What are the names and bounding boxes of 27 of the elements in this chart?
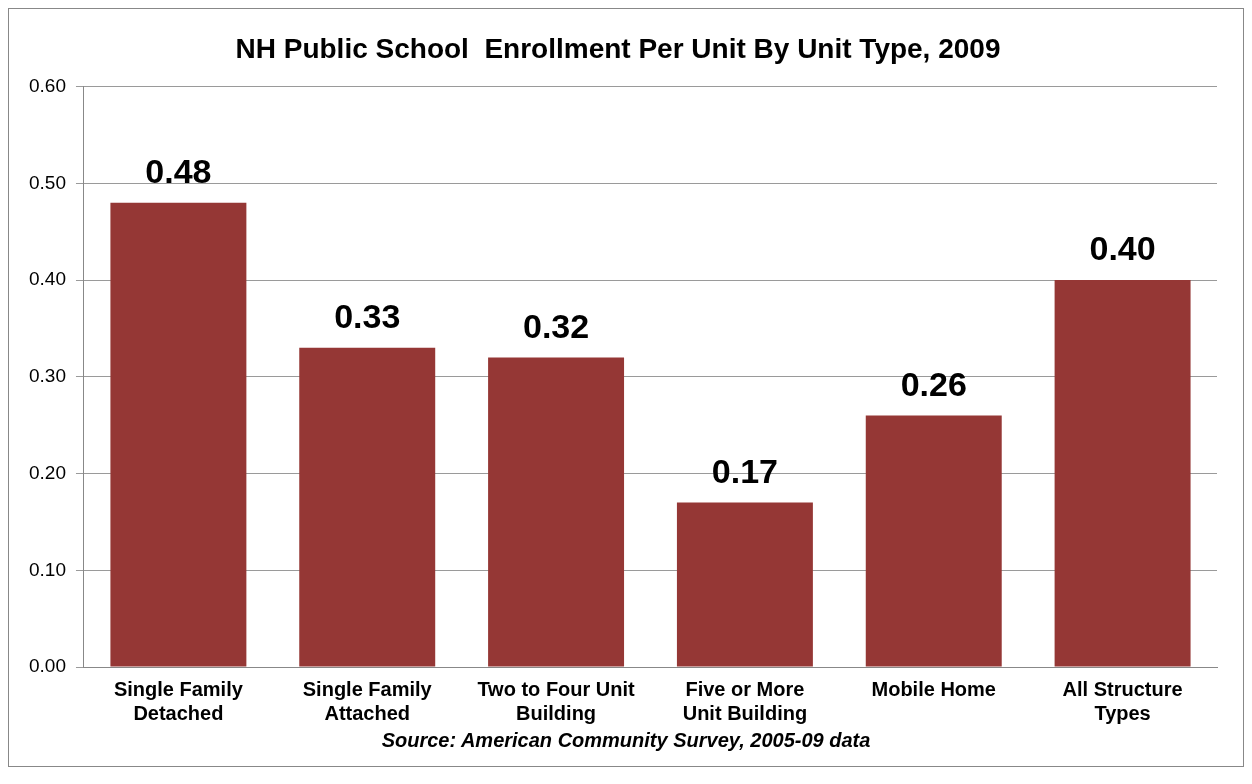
bar	[299, 347, 436, 667]
data-label: 0.17	[711, 451, 778, 490]
x-tick-label: Two to Four Unit Building	[477, 677, 636, 724]
data-label: 0.33	[334, 297, 401, 336]
x-tick-label: Five or More Unit Building	[682, 677, 808, 724]
data-label: 0.40	[1089, 229, 1156, 268]
y-tick-label: 0.10	[29, 558, 66, 580]
x-tick-label: Mobile Home	[871, 677, 996, 700]
y-tick-label: 0.30	[29, 365, 66, 387]
source-note: Source: American Community Survey, 2005-09 data	[380, 729, 872, 753]
bar	[865, 415, 1002, 667]
y-tick-label: 0.40	[29, 268, 66, 290]
x-tick-label: All Structure Types	[1062, 677, 1183, 724]
y-tick-label: 0.20	[29, 461, 66, 483]
chart-title: NH Public School Enrollment Per Unit By Unit Type, 2009	[235, 32, 1001, 64]
data-label: 0.48	[145, 152, 212, 191]
y-tick-label: 0.00	[29, 655, 66, 677]
bar	[110, 202, 247, 667]
y-tick-label: 0.60	[29, 74, 66, 96]
data-label: 0.26	[900, 364, 967, 403]
bar	[676, 502, 813, 667]
x-tick-label: Single Family Attached	[302, 677, 433, 724]
bar	[488, 357, 625, 667]
y-tick-label: 0.50	[29, 171, 66, 193]
x-tick-label: Single Family Detached	[113, 677, 244, 724]
bar	[1054, 280, 1191, 667]
data-label: 0.32	[522, 306, 590, 345]
